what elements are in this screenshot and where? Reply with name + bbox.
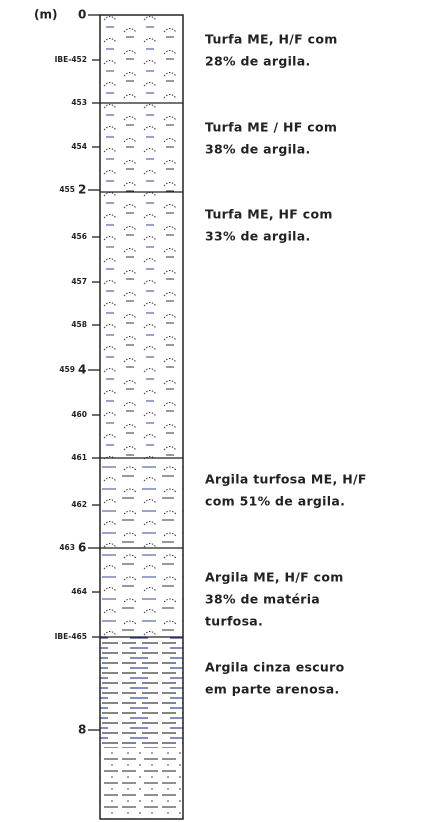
layer-fill [100,747,183,819]
sample-label: 457 [71,277,87,286]
layer-description: 38% de argila. [205,142,311,157]
sample-label: 453 [71,98,87,107]
sample-label: 455 [59,185,75,194]
sample-label: 459 [59,365,75,374]
layer-description: em parte arenosa. [205,682,340,697]
column [99,14,184,820]
depth-label: 0 [78,8,86,22]
layer-fill [100,637,183,747]
depth-label: 2 [78,183,86,197]
layer-description: Argila ME, H/F com [205,570,344,585]
layer-description: com 51% de argila. [205,494,345,509]
sample-label: IBE-465 [55,632,87,641]
depth-label: 4 [78,363,86,377]
sample-label: 461 [71,453,87,462]
sample-label: 463 [59,543,75,552]
layer-description: Turfa ME, H/F com [205,32,338,47]
sample-label: 454 [71,142,87,151]
layer-description: 38% de matéria [205,592,320,607]
unit-label: (m) [34,8,57,22]
layer-description: turfosa. [205,614,263,629]
sample-label: IBE-452 [55,55,87,64]
layer-description: Turfa ME / HF com [205,120,337,135]
layer-fill [100,458,183,548]
sample-label: 462 [71,500,87,509]
layer-description: Argila cinza escuro [205,660,345,675]
sample-label: 458 [71,320,87,329]
column-border [99,14,184,820]
layer-description: Argila turfosa ME, H/F [205,472,367,487]
descriptions: Turfa ME, H/F com 28% de argila. Turfa ME … [205,32,367,697]
layer-description: Turfa ME, HF com [205,207,333,222]
layer-fill [100,103,183,192]
sample-label: 456 [71,232,87,241]
layer-fill [100,15,183,103]
layer-description: 33% de argila. [205,229,311,244]
sample-label: 460 [71,410,87,419]
layer-fill [100,192,183,458]
layer-description: 28% de argila. [205,54,311,69]
depth-label: 6 [78,541,86,555]
sample-label: 464 [71,587,87,596]
layer-fill [100,548,183,637]
depth-label: 8 [78,723,86,737]
